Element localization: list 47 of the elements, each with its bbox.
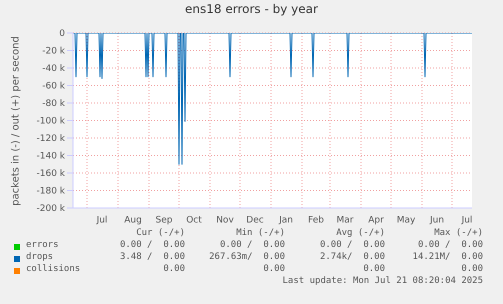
text: 267.63m/ 0.00 [209, 252, 285, 262]
text: 0.00 [461, 264, 483, 274]
y-axis-title: packets in (-) / out (+) per second [10, 36, 22, 206]
text: Last update: Mon Jul 21 08:20:04 2025 [282, 276, 483, 286]
text: Max (-/+) [434, 228, 483, 238]
y-tick-label: -180 k [36, 186, 66, 197]
x-tick-label: Feb [308, 215, 324, 226]
legend-label: drops [26, 252, 54, 262]
x-tick-label: Aug [124, 215, 142, 226]
x-tick-label: Sep [156, 215, 173, 226]
x-tick-label: Jan [278, 215, 293, 226]
y-tick-label: -200 k [36, 204, 66, 214]
x-tick-label: Nov [216, 215, 234, 226]
text: Avg (-/+) [336, 228, 385, 238]
x-tick-label: Apr [368, 215, 384, 226]
y-tick-label: -20 k [42, 46, 66, 57]
y-tick-label: -160 k [36, 169, 66, 180]
text: 0.00 [363, 264, 385, 274]
text: 2.74k/ 0.00 [320, 252, 385, 262]
x-tick-label: Dec [246, 215, 264, 226]
x-tick-label: Mar [336, 215, 354, 226]
x-tick-label: Jul [460, 215, 472, 226]
text: 3.48 / 0.00 [120, 252, 185, 262]
text: 0.00 / 0.00 [120, 240, 185, 250]
line-series [73, 33, 472, 165]
text: 14.21M/ 0.00 [412, 252, 483, 262]
legend-label: errors [26, 240, 59, 250]
y-tick-label: -60 k [42, 82, 66, 92]
y-tick-label: -140 k [36, 152, 66, 162]
y-tick-label: -80 k [42, 99, 66, 110]
x-tick-label: Jun [428, 215, 444, 226]
text: 0.00 [263, 264, 285, 274]
y-tick-label: -120 k [36, 134, 66, 144]
text: Min (-/+) [236, 228, 285, 238]
y-tick-label: -100 k [36, 116, 66, 127]
text: Cur (-/+) [136, 228, 185, 238]
text: 0.00 / 0.00 [320, 240, 385, 250]
y-tick-label: 0 [59, 29, 66, 40]
x-tick-label: Jul [96, 215, 108, 226]
text: 0.00 / 0.00 [220, 240, 285, 250]
x-tick-label: May [396, 215, 416, 226]
chart-title: ens18 errors - by year [184, 2, 319, 16]
text: 0.00 / 0.00 [418, 240, 483, 250]
y-tick-label: -40 k [42, 64, 66, 74]
x-tick-label: Oct [186, 215, 202, 226]
text: 0.00 [163, 264, 185, 274]
legend-label: collisions [26, 264, 80, 274]
